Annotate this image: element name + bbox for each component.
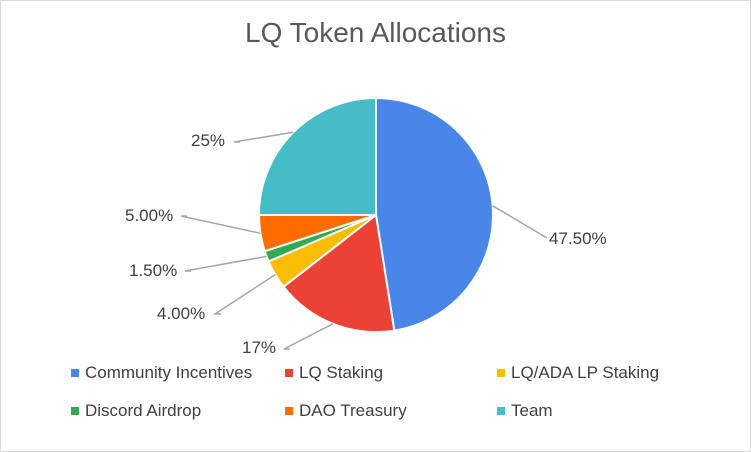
legend-label: DAO Treasury	[299, 401, 407, 420]
data-label: 5.00%	[125, 206, 173, 225]
leader-line	[180, 215, 261, 235]
legend-label: LQ Staking	[299, 363, 384, 382]
legend-item: Community Incentives	[71, 363, 285, 383]
leader-line	[492, 205, 548, 239]
data-label: 25%	[191, 131, 225, 150]
legend-swatch	[71, 369, 79, 377]
legend-label: Discord Airdrop	[85, 401, 202, 420]
leader-line	[212, 273, 276, 315]
chart-legend: Community Incentives LQ Staking LQ/ADA LP …	[71, 363, 711, 421]
legend-item: Team	[497, 401, 711, 421]
leader-line	[233, 131, 294, 143]
legend-item: LQ/ADA LP Staking	[497, 363, 711, 383]
legend-item: Discord Airdrop	[71, 401, 285, 421]
leader-line	[283, 323, 334, 350]
legend-item: LQ Staking	[285, 363, 497, 383]
legend-swatch	[285, 369, 293, 377]
legend-swatch	[71, 407, 79, 415]
data-label: 47.50%	[549, 229, 607, 248]
legend-swatch	[497, 407, 505, 415]
legend-label: Community Incentives	[85, 363, 253, 382]
legend-item: DAO Treasury	[285, 401, 497, 421]
legend-swatch	[285, 407, 293, 415]
legend-label: Team	[511, 401, 553, 420]
data-label: 1.50%	[129, 261, 177, 280]
pie-slice-team	[257, 96, 377, 216]
leader-line	[184, 255, 267, 272]
legend-swatch	[497, 369, 505, 377]
pie-slice-community-incentives	[375, 96, 494, 332]
data-label: 4.00%	[157, 304, 205, 323]
legend-label: LQ/ADA LP Staking	[511, 363, 660, 382]
pie-chart: 47.50% 17% 4.00% 1.50% 5.00% 25%	[125, 96, 607, 357]
data-label: 17%	[242, 338, 276, 357]
chart-title: LQ Token Allocations	[245, 17, 506, 48]
